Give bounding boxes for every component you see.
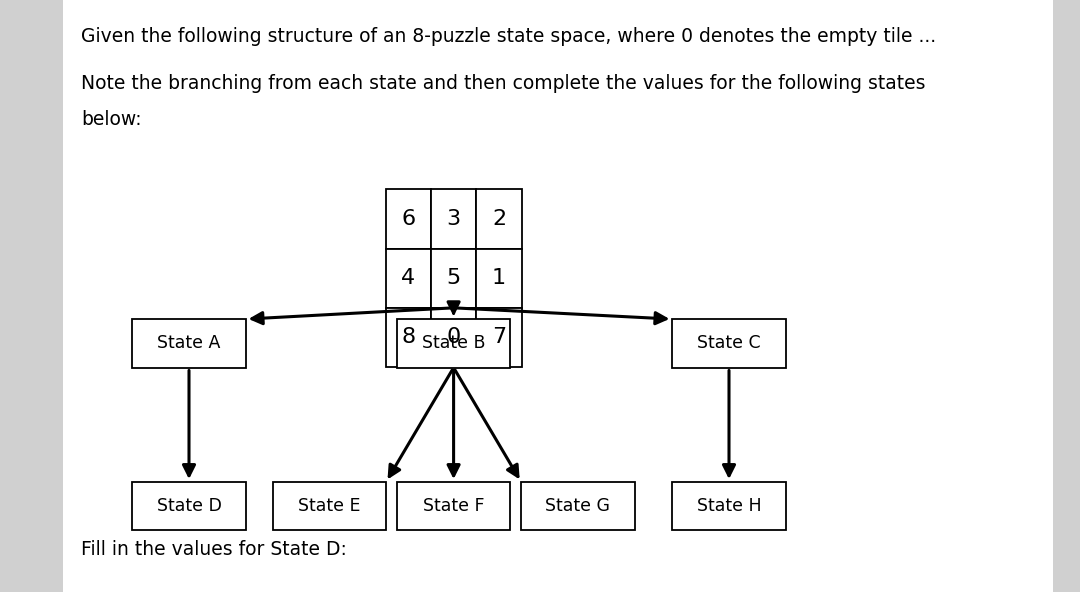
Bar — [386, 189, 431, 249]
Text: Fill in the values for State D:: Fill in the values for State D: — [81, 540, 347, 559]
Bar — [476, 308, 522, 367]
Text: State F: State F — [423, 497, 484, 515]
Text: State A: State A — [158, 334, 220, 352]
Bar — [431, 189, 476, 249]
Bar — [133, 482, 246, 530]
Bar — [476, 189, 522, 249]
Text: State E: State E — [298, 497, 361, 515]
Text: 0: 0 — [446, 327, 461, 348]
Text: State G: State G — [545, 497, 610, 515]
Bar — [386, 249, 431, 308]
Bar — [476, 249, 522, 308]
Bar — [397, 482, 510, 530]
Text: 8: 8 — [401, 327, 416, 348]
Bar — [397, 319, 510, 368]
Bar — [133, 319, 246, 368]
Text: State D: State D — [157, 497, 221, 515]
Text: 6: 6 — [401, 209, 416, 229]
Text: below:: below: — [81, 110, 141, 128]
Text: 1: 1 — [491, 268, 507, 288]
Bar — [522, 482, 635, 530]
Text: 3: 3 — [446, 209, 461, 229]
Bar — [272, 482, 387, 530]
Text: Note the branching from each state and then complete the values for the followin: Note the branching from each state and t… — [81, 74, 926, 93]
Text: 4: 4 — [401, 268, 416, 288]
Text: 2: 2 — [491, 209, 507, 229]
Text: State H: State H — [697, 497, 761, 515]
Bar — [431, 249, 476, 308]
Text: Given the following structure of an 8-puzzle state space, where 0 denotes the em: Given the following structure of an 8-pu… — [81, 27, 936, 46]
Bar — [672, 319, 786, 368]
Text: 5: 5 — [446, 268, 461, 288]
Bar — [386, 308, 431, 367]
Text: State C: State C — [698, 334, 760, 352]
Text: 7: 7 — [491, 327, 507, 348]
Bar — [0, 0, 63, 592]
Bar — [1053, 0, 1080, 592]
Bar — [672, 482, 786, 530]
Text: State B: State B — [422, 334, 485, 352]
Bar — [431, 308, 476, 367]
